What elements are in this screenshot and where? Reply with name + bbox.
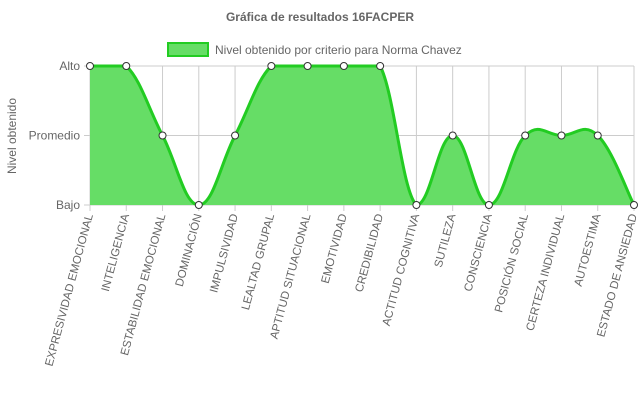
data-point xyxy=(194,201,203,209)
x-tick-label: APTITUD SITUACIONAL xyxy=(268,212,313,340)
x-tick-label: POSICIÓN SOCIAL xyxy=(492,212,531,314)
y-tick-labels: Bajo Promedio Alto xyxy=(29,59,81,212)
x-tick-label: IMPULSIVIDAD xyxy=(208,213,241,295)
x-tick-label: CONSCIENCIA xyxy=(463,212,495,293)
data-point xyxy=(267,62,276,70)
legend-swatch[interactable] xyxy=(167,42,209,57)
data-point xyxy=(630,201,638,209)
x-tick-label: CREDIBILIDAD xyxy=(354,213,386,294)
x-tick-label: DOMINACIÓN xyxy=(173,212,205,288)
x-tick-label: INTELIGENCIA xyxy=(100,212,132,293)
x-tick-label: EXPRESIVIDAD EMOCIONAL xyxy=(44,212,96,368)
data-point xyxy=(376,62,385,70)
y-tick-label: Bajo xyxy=(56,198,80,212)
data-point xyxy=(339,62,348,70)
y-tick-label: Alto xyxy=(59,59,80,73)
data-points xyxy=(86,62,638,209)
legend-label[interactable]: Nivel obtenido por criterio para Norma C… xyxy=(215,43,462,57)
data-point xyxy=(412,201,421,209)
x-tick-label: CERTEZA INDIVIDUAL xyxy=(525,212,568,332)
data-point xyxy=(484,201,493,209)
data-point xyxy=(122,62,131,70)
x-tick-label: EMOTIVIDAD xyxy=(320,213,350,285)
data-point xyxy=(231,131,240,140)
x-tick-label: SUTILEZA xyxy=(433,212,459,269)
series-line xyxy=(90,64,636,207)
y-tick-label: Promedio xyxy=(29,129,81,143)
x-tick-label: AUTOESTIMA xyxy=(573,212,604,287)
x-tick-label: LEALTAD GRUPAL xyxy=(240,212,277,311)
chart-title: Gráfica de resultados 16FACPER xyxy=(226,10,414,24)
data-point xyxy=(521,131,530,140)
data-point xyxy=(448,131,457,140)
data-point xyxy=(86,62,94,70)
data-point xyxy=(303,62,312,70)
x-tick-label: ESTADO DE ANSIEDAD xyxy=(595,213,639,339)
x-tick-label: ACTITUD COGNITIVA xyxy=(381,212,423,327)
series-area xyxy=(90,64,636,207)
data-point xyxy=(593,131,602,140)
x-tick-labels: EXPRESIVIDAD EMOCIONAL INTELIGENCIAESTABI… xyxy=(44,212,639,368)
data-point xyxy=(557,131,566,140)
y-axis-title: Nivel obtenido xyxy=(5,98,19,174)
data-point xyxy=(158,131,167,140)
series-fill xyxy=(90,66,634,205)
